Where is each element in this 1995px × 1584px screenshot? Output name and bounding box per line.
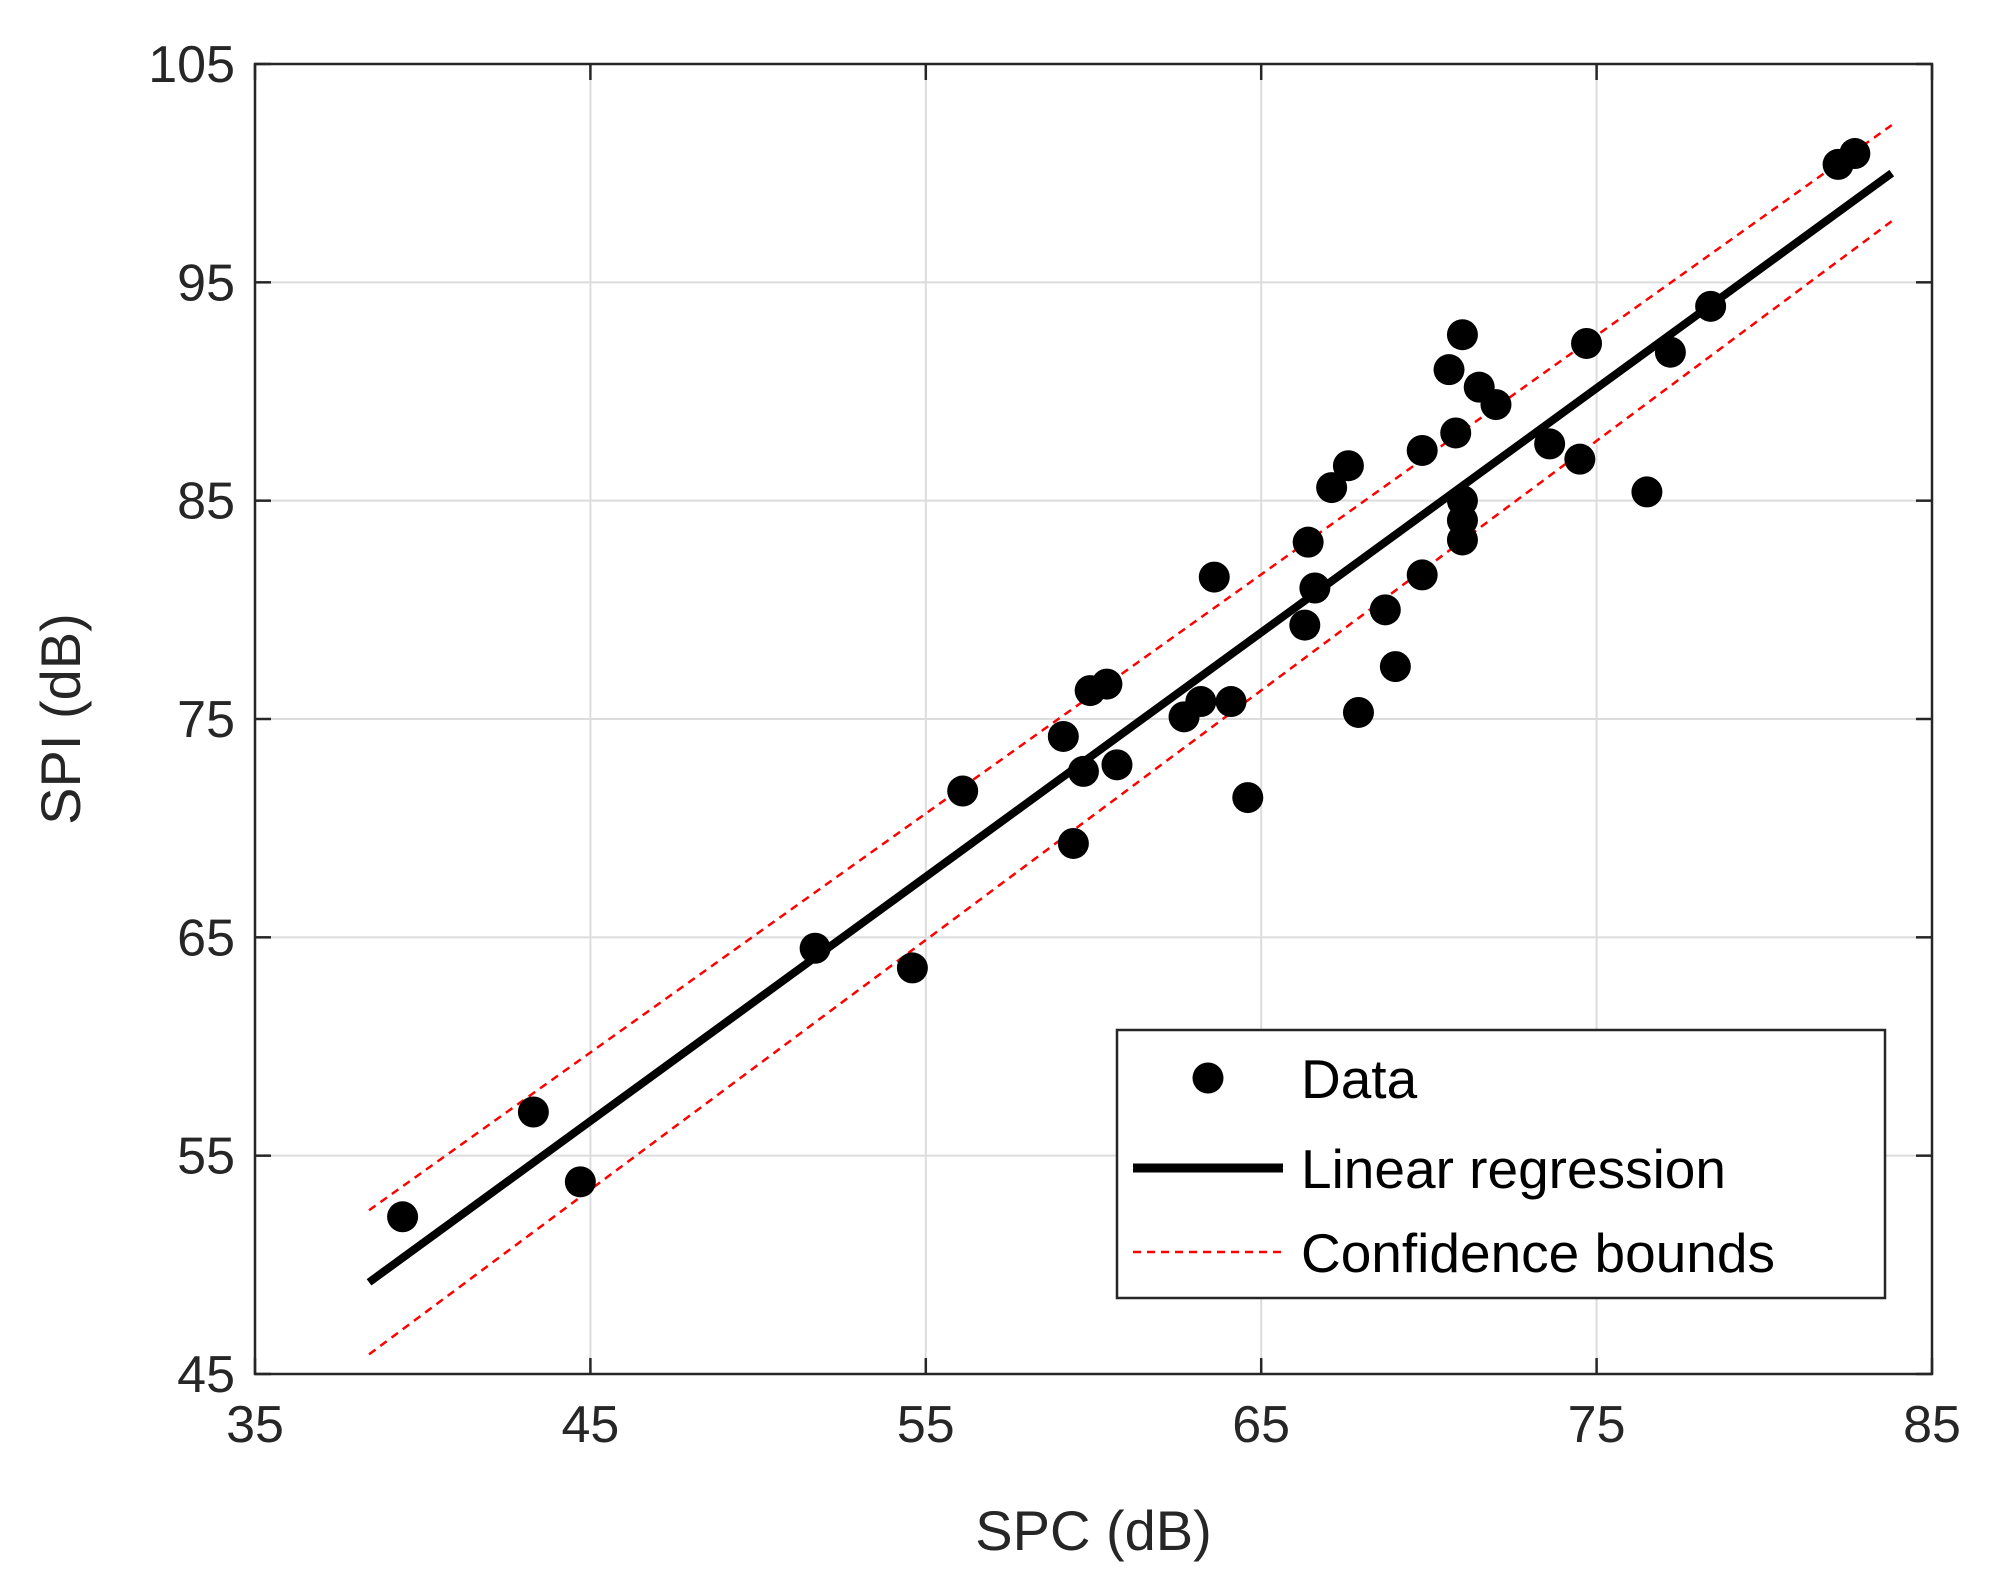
grid (255, 64, 1932, 1374)
data-point (896, 952, 928, 984)
legend-label-regression: Linear regression (1301, 1138, 1726, 1200)
x-tick-label: 75 (1568, 1396, 1626, 1454)
data-point (1232, 782, 1264, 814)
y-tick-label: 65 (177, 909, 235, 967)
legend: Data Linear regression Confidence bounds (1115, 1028, 1887, 1300)
data-point (1057, 827, 1089, 859)
regression-line (366, 169, 1895, 1286)
data-point (1654, 336, 1686, 368)
data-point (1091, 668, 1123, 700)
data-point (387, 1201, 419, 1233)
x-tick-label: 65 (1232, 1396, 1290, 1454)
data-point (1480, 389, 1512, 421)
y-tick-label: 85 (177, 473, 235, 531)
data-point (1406, 559, 1438, 591)
data-point (1332, 450, 1364, 482)
data-point (947, 775, 979, 807)
data-point (1446, 319, 1478, 351)
x-tick-label: 45 (561, 1396, 619, 1454)
x-axis-label: SPC (dB) (975, 1499, 1212, 1562)
y-tick-label: 55 (177, 1128, 235, 1186)
legend-label-data: Data (1301, 1048, 1418, 1110)
confidence-bound-upper (368, 124, 1893, 1212)
data-point (1433, 354, 1465, 386)
data-point (517, 1096, 549, 1128)
data-point (1289, 609, 1321, 641)
y-tick-label: 75 (177, 691, 235, 749)
data-point (1292, 526, 1324, 558)
data-point (1369, 594, 1401, 626)
axes-box (253, 62, 1934, 1376)
x-tick-label: 85 (1903, 1396, 1961, 1454)
data-point (1440, 417, 1472, 449)
data-point (1316, 472, 1348, 504)
data-point (1379, 651, 1411, 683)
data-point (1446, 524, 1478, 556)
data-point (1695, 290, 1727, 322)
legend-marker-data (1192, 1062, 1224, 1094)
data-point (1534, 428, 1566, 460)
data-point (1185, 686, 1217, 718)
data-point (1564, 443, 1596, 475)
y-tick-label: 95 (177, 254, 235, 312)
data-point (1101, 749, 1133, 781)
y-axis-label: SPI (dB) (29, 613, 92, 825)
data-point (1215, 686, 1247, 718)
x-tick-label: 35 (226, 1396, 284, 1454)
data-point (564, 1166, 596, 1198)
data-point (799, 932, 831, 964)
data-point (1299, 572, 1331, 604)
data-point (1067, 755, 1099, 787)
data-point (1047, 720, 1079, 752)
y-tick-label: 45 (177, 1346, 235, 1404)
data-point (1631, 476, 1663, 508)
x-tick-label: 55 (897, 1396, 955, 1454)
y-tick-label: 105 (148, 36, 235, 94)
data-point (1198, 561, 1230, 593)
data-point (1406, 434, 1438, 466)
plot-area (366, 124, 1895, 1356)
axes-frame (253, 62, 1934, 1376)
data-point (1342, 696, 1374, 728)
data-point (1839, 138, 1871, 170)
legend-label-confidence: Confidence bounds (1301, 1222, 1775, 1284)
data-point (1571, 327, 1603, 359)
